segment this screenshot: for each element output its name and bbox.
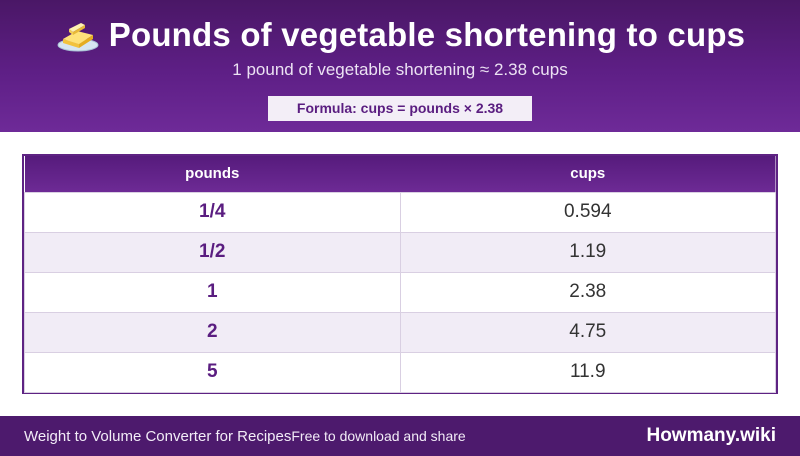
footer-bar: Weight to Volume Converter for RecipesFr… [0, 416, 800, 456]
cups-cell: 2.38 [399, 271, 776, 313]
table-row: 2 4.75 [24, 311, 776, 353]
brand-link[interactable]: Howmany.wiki [646, 425, 776, 446]
column-header-cups: cups [570, 165, 606, 183]
column-header-pounds: pounds [185, 165, 240, 183]
footer-text: Weight to Volume Converter for RecipesFr… [24, 416, 466, 456]
cups-cell: 0.594 [399, 191, 776, 233]
pounds-cell: 1 [24, 271, 401, 313]
pounds-cell: 2 [24, 311, 401, 353]
page-title: Pounds of vegetable shortening to cups [108, 16, 746, 53]
table-row: 1/2 1.19 [24, 231, 776, 273]
header-banner: Pounds of vegetable shortening to cups 1… [0, 0, 800, 132]
cups-cell: 1.19 [399, 231, 776, 273]
table-header-row: pounds cups [24, 156, 776, 192]
butter-icon [55, 17, 101, 53]
conversion-subtitle: 1 pound of vegetable shortening ≈ 2.38 c… [232, 60, 568, 79]
table-row: 1 2.38 [24, 271, 776, 313]
footer-share-text: Free to download and share [291, 428, 466, 444]
pounds-cell: 5 [24, 351, 401, 393]
table-row: 1/4 0.594 [24, 191, 776, 233]
table-row: 5 11.9 [24, 351, 776, 393]
cups-cell: 11.9 [399, 351, 776, 393]
cups-cell: 4.75 [399, 311, 776, 353]
pounds-cell: 1/4 [24, 191, 401, 233]
formula-badge: Formula: cups = pounds × 2.38 [268, 96, 532, 121]
pounds-cell: 1/2 [24, 231, 401, 273]
title-row: Pounds of vegetable shortening to cups [0, 14, 800, 56]
footer-site-description: Weight to Volume Converter for Recipes [24, 428, 292, 445]
conversion-table: pounds cups 1/4 0.594 1/2 1.19 1 2.38 2 … [22, 154, 778, 394]
